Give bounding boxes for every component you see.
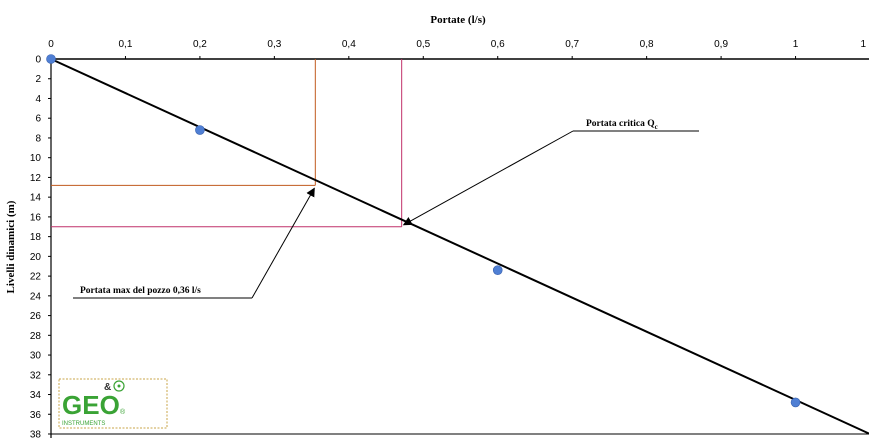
annotation-critical: Portata critica Qc xyxy=(402,119,699,226)
y-tick-label: 6 xyxy=(35,114,41,125)
y-tick-label: 10 xyxy=(30,153,42,164)
data-point xyxy=(790,397,801,408)
y-tick-label: 4 xyxy=(35,94,41,105)
annotation-critical-label: Portata critica Qc xyxy=(586,119,658,131)
y-tick-label: 26 xyxy=(30,311,42,322)
x-tick-label: 0,5 xyxy=(416,39,430,50)
x-tick-label: 0,4 xyxy=(342,39,356,50)
logo-wordmark: GEO xyxy=(62,390,120,420)
y-tick-label: 20 xyxy=(30,252,42,263)
x-tick-label: 0,6 xyxy=(491,39,505,50)
data-point xyxy=(195,125,205,135)
annotation-critical-arrow xyxy=(402,130,574,226)
y-tick-label: 36 xyxy=(30,410,42,421)
x-tick-label: 0 xyxy=(48,39,54,50)
y-tick-label: 18 xyxy=(30,232,42,243)
y-tick-label: 16 xyxy=(30,212,42,223)
x-tick-label: 0,1 xyxy=(119,39,133,50)
tick-marks xyxy=(48,56,797,435)
logo-gear-icon xyxy=(113,380,125,392)
y-tick-label: 24 xyxy=(30,291,42,302)
y-tick-label: 32 xyxy=(30,370,42,381)
reference-lines xyxy=(51,59,403,228)
y-tick-label: 28 xyxy=(30,331,42,342)
y-tick-label: 0 xyxy=(35,55,41,66)
logo-ampersand: & xyxy=(104,382,111,393)
y-tick-label: 34 xyxy=(30,390,42,401)
annotation-max: Portata max del pozzo 0,36 l/s xyxy=(73,187,315,299)
data-point xyxy=(492,265,503,275)
x-tick-label: 0,8 xyxy=(640,39,654,50)
x-axis-title: Portate (l/s) xyxy=(430,14,486,26)
y-tick-label: 38 xyxy=(30,430,42,438)
logo-registered-icon: ® xyxy=(120,408,126,416)
logo-frame xyxy=(58,378,168,429)
logo-subtitle: INSTRUMENTS xyxy=(62,421,105,427)
annotation-max-arrow xyxy=(251,187,315,299)
data-points xyxy=(46,54,801,408)
y-tick-label: 30 xyxy=(30,351,42,362)
trend-line xyxy=(50,58,869,435)
y-tick-label: 14 xyxy=(30,193,42,204)
x-tick-label: 0,3 xyxy=(267,39,281,50)
y-tick-label: 12 xyxy=(30,173,42,184)
geo-instruments-logo: GEO & ® INSTRUMENTS xyxy=(58,378,168,429)
x-tick-labels: 0 0,1 0,2 0,3 0,4 0,5 0,6 0,7 0,8 0,9 1 1 xyxy=(48,39,866,50)
annotation-critical-subscript: c xyxy=(655,123,658,131)
annotation-max-label: Portata max del pozzo 0,36 l/s xyxy=(80,286,201,296)
logo-gear-hub xyxy=(117,384,121,388)
data-point xyxy=(46,54,56,64)
y-tick-label: 2 xyxy=(35,74,41,85)
x-tick-label: 1 xyxy=(793,39,799,50)
x-tick-label: 1 xyxy=(860,39,866,50)
y-axis-title: Livelli dinamici (m) xyxy=(5,200,17,293)
annotation-critical-text: Portata critica Q xyxy=(586,119,655,129)
y-tick-label: 22 xyxy=(30,272,42,283)
y-tick-label: 8 xyxy=(35,133,41,144)
x-tick-label: 0,7 xyxy=(565,39,579,50)
x-tick-label: 0,2 xyxy=(193,39,207,50)
x-tick-label: 0,9 xyxy=(714,39,728,50)
